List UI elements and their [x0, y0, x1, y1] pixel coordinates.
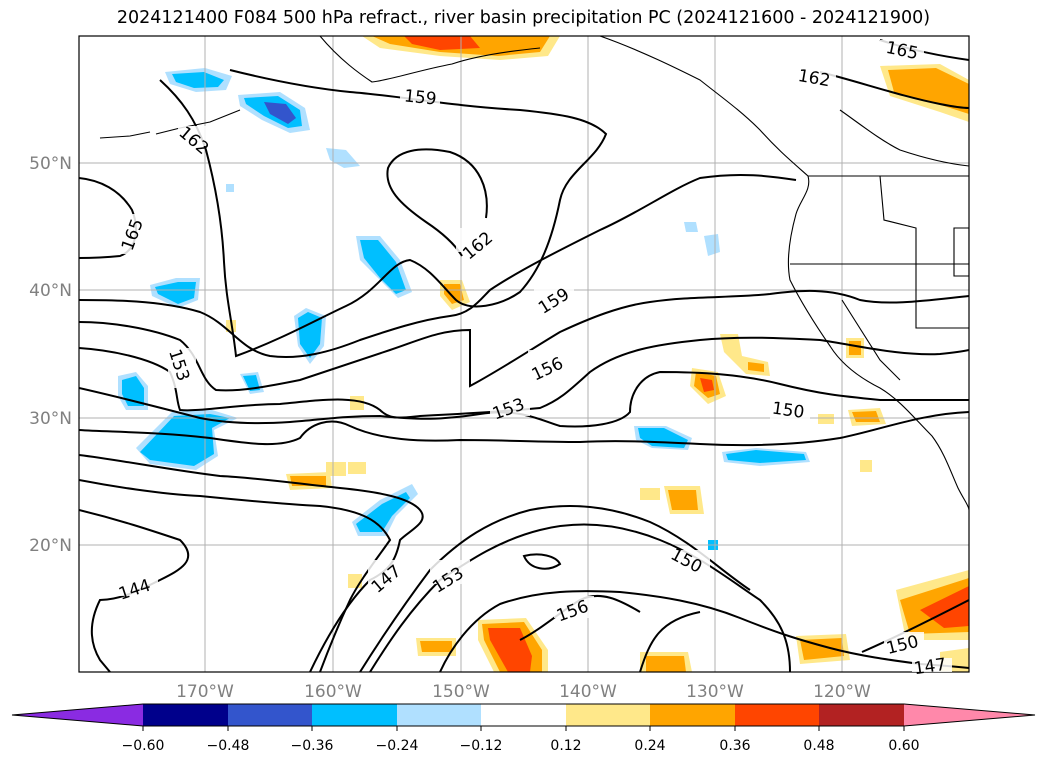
lon-label: 140°W	[559, 682, 617, 702]
lat-label: 30°N	[29, 409, 72, 429]
colorbar-segment	[143, 704, 228, 726]
colorbar-tick-label: 0.60	[888, 738, 919, 754]
contour-label: 147	[913, 655, 948, 679]
lon-label: 170°W	[176, 682, 234, 702]
colorbar-segment	[819, 704, 904, 726]
latitude-labels: 50°N 40°N 30°N 20°N	[29, 154, 72, 556]
colorbar-tick-label: 0.36	[719, 738, 750, 754]
colorbar-segment	[481, 704, 566, 726]
colorbar: −0.60 −0.48 −0.36 −0.24 −0.12 0.12 0.24 …	[11, 703, 1036, 754]
colorbar-segment	[904, 704, 1035, 726]
colorbar-segment	[397, 704, 481, 726]
colorbar-tick-label: 0.24	[634, 738, 665, 754]
lat-label: 40°N	[29, 281, 72, 301]
negative-anomaly-areas	[118, 68, 810, 550]
colorbar-tick-label: 0.12	[550, 738, 581, 754]
contour-label: 150	[771, 399, 806, 423]
colorbar-segment	[228, 704, 312, 726]
map-border	[78, 35, 970, 673]
colorbar-tick-label: −0.24	[376, 738, 419, 754]
colorbar-segment	[650, 704, 735, 726]
longitude-labels: 170°W 160°W 150°W 140°W 130°W 120°W	[176, 682, 871, 702]
colorbar-segment	[312, 704, 397, 726]
figure-title: 2024121400 F084 500 hPa refract., river …	[116, 8, 931, 28]
colorbar-segment	[735, 704, 819, 726]
lon-label: 150°W	[432, 682, 490, 702]
colorbar-tick-label: −0.60	[122, 738, 165, 754]
lon-label: 130°W	[686, 682, 744, 702]
colorbar-tick-label: −0.12	[460, 738, 503, 754]
lat-label: 50°N	[29, 154, 72, 174]
colorbar-tick-label: 0.48	[803, 738, 834, 754]
lon-label: 160°W	[304, 682, 362, 702]
lon-label: 120°W	[813, 682, 871, 702]
colorbar-segment	[12, 704, 143, 726]
colorbar-tick-label: −0.36	[291, 738, 334, 754]
colorbar-tick-label: −0.48	[207, 738, 250, 754]
contour-label: 159	[403, 86, 437, 109]
colorbar-segment	[566, 704, 650, 726]
lat-label: 20°N	[29, 536, 72, 556]
